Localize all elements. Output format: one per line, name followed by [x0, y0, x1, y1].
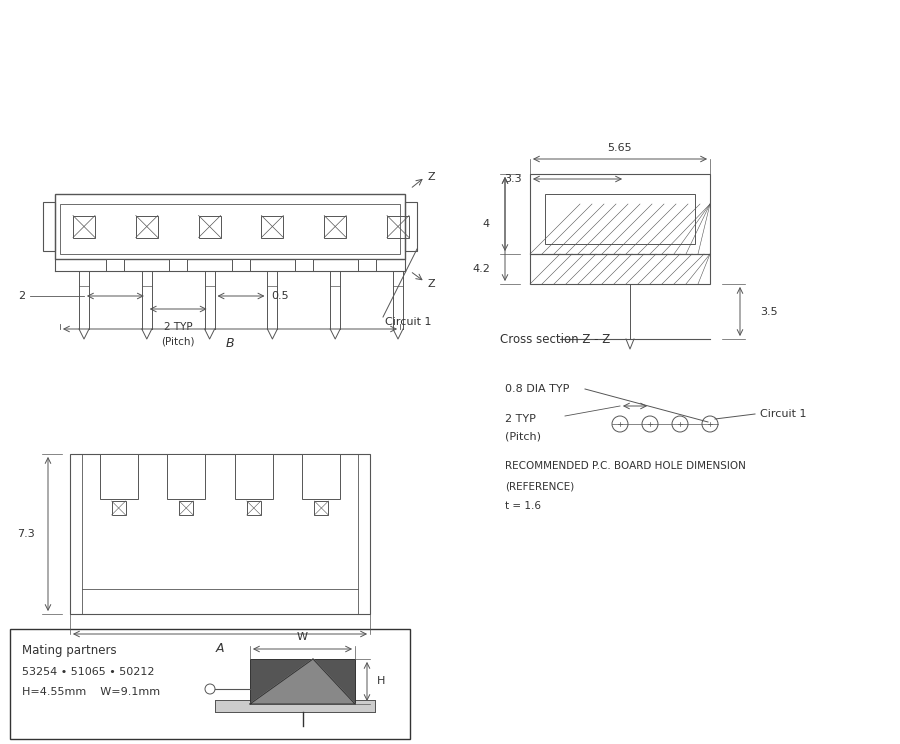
Bar — [357, 259, 375, 271]
Text: 4: 4 — [483, 219, 490, 229]
Text: Circuit 1: Circuit 1 — [760, 409, 806, 419]
Bar — [167, 454, 205, 499]
Text: Circuit 1: Circuit 1 — [385, 317, 431, 327]
Bar — [73, 216, 95, 237]
Text: Mating partners: Mating partners — [22, 644, 117, 657]
Bar — [314, 501, 328, 515]
Text: t = 1.6: t = 1.6 — [505, 501, 541, 511]
Bar — [43, 202, 55, 251]
Bar — [55, 194, 405, 259]
Text: (Pitch): (Pitch) — [161, 336, 195, 346]
Bar — [136, 216, 158, 237]
Text: H=4.55mm    W=9.1mm: H=4.55mm W=9.1mm — [22, 687, 160, 697]
Text: 53254 • 51065 • 50212: 53254 • 51065 • 50212 — [22, 667, 155, 677]
Text: 3.5: 3.5 — [760, 307, 778, 317]
Polygon shape — [250, 659, 355, 704]
Text: 4.2: 4.2 — [472, 264, 490, 274]
Bar — [387, 216, 409, 237]
Bar — [530, 254, 710, 284]
Text: H: H — [377, 676, 385, 687]
Bar — [70, 454, 370, 614]
Bar — [106, 259, 124, 271]
Text: Z: Z — [428, 172, 436, 182]
Text: W: W — [297, 632, 308, 642]
Text: B: B — [226, 337, 234, 350]
Bar — [215, 700, 375, 712]
Bar — [199, 216, 220, 237]
Text: 2 TYP: 2 TYP — [164, 322, 193, 332]
Text: 0.8 DIA TYP: 0.8 DIA TYP — [505, 384, 570, 394]
Text: (Pitch): (Pitch) — [505, 431, 541, 441]
Bar — [250, 659, 355, 704]
Bar — [215, 700, 375, 712]
Bar — [405, 202, 417, 251]
Text: RECOMMENDED P.C. BOARD HOLE DIMENSION: RECOMMENDED P.C. BOARD HOLE DIMENSION — [505, 461, 746, 471]
Bar — [169, 259, 187, 271]
Bar — [530, 174, 710, 254]
Text: 0.5: 0.5 — [271, 291, 289, 301]
Text: 3.3: 3.3 — [504, 174, 522, 184]
Text: 5.65: 5.65 — [608, 143, 633, 153]
Bar — [247, 501, 261, 515]
Text: A: A — [216, 642, 224, 655]
Text: (REFERENCE): (REFERENCE) — [505, 481, 574, 491]
Text: 7.3: 7.3 — [17, 529, 35, 539]
Bar — [10, 629, 410, 739]
Bar — [232, 259, 250, 271]
Bar — [324, 216, 346, 237]
Bar — [100, 454, 138, 499]
Bar — [302, 454, 340, 499]
Bar — [179, 501, 194, 515]
Bar — [235, 454, 273, 499]
Text: 2 TYP: 2 TYP — [505, 414, 536, 424]
Bar — [261, 216, 284, 237]
Text: Z: Z — [428, 279, 436, 289]
Bar — [112, 501, 126, 515]
Text: Cross section Z - Z: Cross section Z - Z — [500, 333, 610, 345]
Text: 2: 2 — [18, 291, 25, 301]
Bar — [295, 259, 313, 271]
Bar — [545, 194, 695, 244]
Bar — [60, 204, 400, 254]
